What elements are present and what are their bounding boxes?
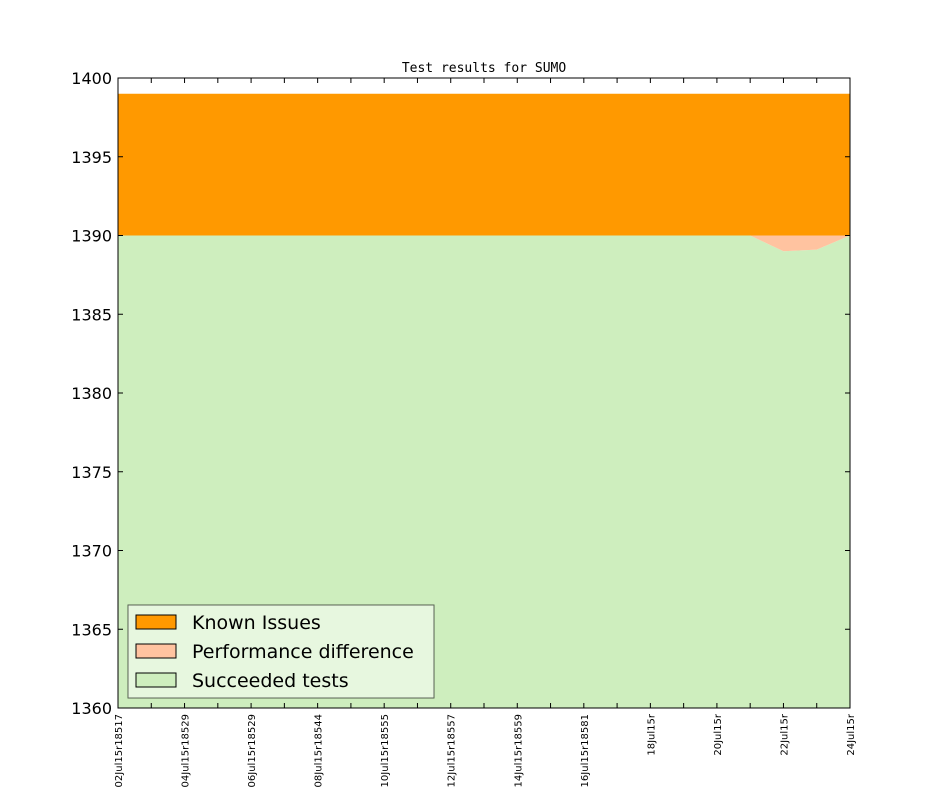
- area-known-issues: [118, 93, 850, 236]
- x-tick-label: 16Jul15r18581: [580, 714, 591, 787]
- x-tick-label: 02Jul15r18517: [114, 714, 125, 787]
- x-tick-label: 06Jul15r18529: [247, 714, 258, 787]
- chart-title: Test results for SUMO: [402, 61, 567, 76]
- x-tick-label: 04Jul15r18529: [181, 714, 192, 787]
- x-tick-label: 18Jul15r: [646, 713, 657, 756]
- area-performance-difference: [118, 235, 850, 252]
- x-tick-label: 14Jul15r18559: [513, 714, 524, 787]
- y-tick-label: 1370: [71, 542, 112, 561]
- legend: Known Issues Performance difference Succee…: [127, 604, 435, 699]
- x-tick-label: 24Jul15r: [846, 713, 857, 756]
- x-tick-label: 08Jul15r18544: [314, 714, 325, 787]
- y-axis: 1360 1365 1370 1375 1380 1385 1390 1395 1400: [71, 69, 850, 718]
- legend-swatch: [135, 672, 177, 688]
- legend-swatch: [135, 614, 177, 630]
- x-axis: 02Jul15r18517 04Jul15r18529 06Jul15r18529 0…: [114, 78, 857, 787]
- y-tick-label: 1400: [71, 69, 112, 88]
- y-tick-label: 1385: [71, 305, 112, 324]
- plot-area: [118, 93, 850, 708]
- legend-swatch: [135, 643, 177, 659]
- y-tick-label: 1375: [71, 463, 112, 482]
- y-tick-label: 1395: [71, 148, 112, 167]
- legend-label: Succeeded tests: [192, 670, 349, 692]
- y-tick-label: 1360: [71, 699, 112, 718]
- x-tick-label: 12Jul15r18557: [447, 714, 458, 787]
- x-tick-label: 10Jul15r18555: [380, 714, 391, 787]
- y-tick-label: 1365: [71, 620, 112, 639]
- x-tick-label: 20Jul15r: [713, 713, 724, 756]
- y-tick-label: 1380: [71, 384, 112, 403]
- legend-box: [127, 604, 435, 699]
- area-succeeded-tests: [118, 235, 850, 708]
- x-tick-label: 22Jul15r: [779, 713, 790, 756]
- legend-label: Performance difference: [192, 641, 414, 663]
- legend-label: Known Issues: [192, 612, 321, 634]
- y-tick-label: 1390: [71, 227, 112, 246]
